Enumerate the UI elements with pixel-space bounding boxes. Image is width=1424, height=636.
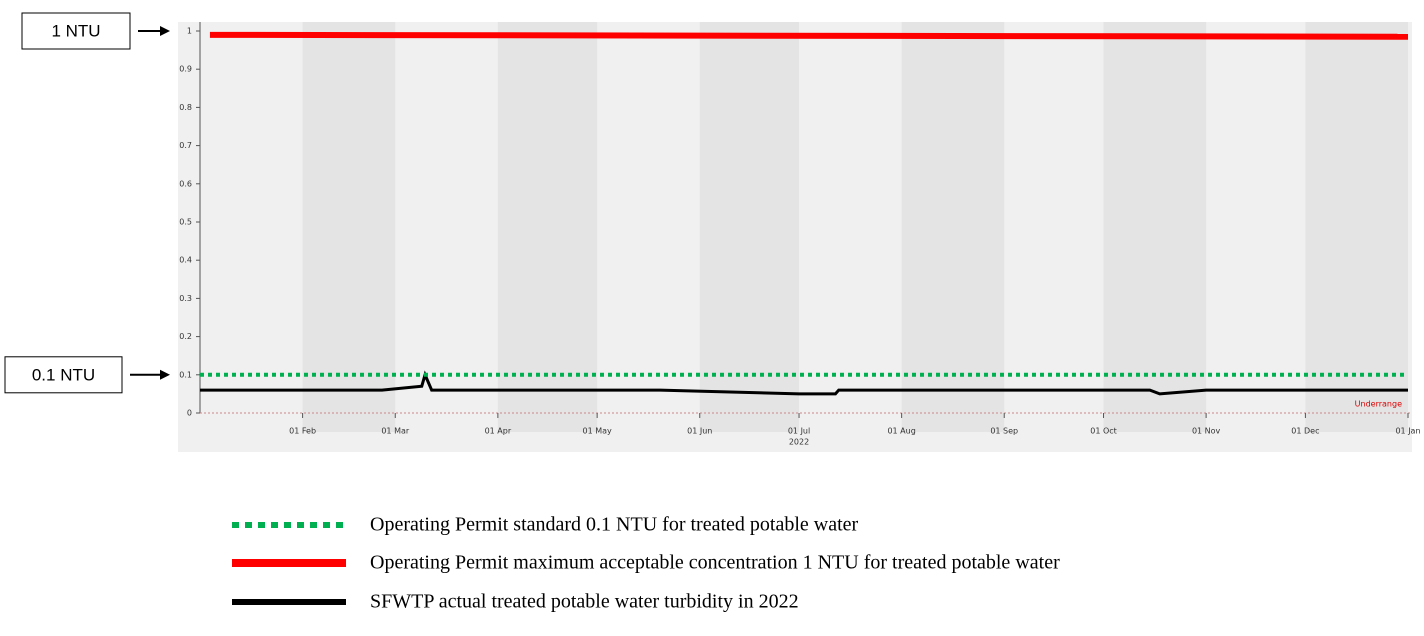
- annotation-text: 1 NTU: [51, 21, 100, 40]
- annotation-box: [4, 356, 123, 394]
- y-tick-label: 0.5: [179, 218, 192, 227]
- x-tick-label: 01 Jan: [1395, 427, 1420, 436]
- x-tick-label: 01 Oct: [1090, 427, 1117, 436]
- x-sublabel: 2022: [789, 438, 809, 447]
- y-tick-label: 0.3: [179, 294, 192, 303]
- y-tick-label: 0: [187, 409, 192, 418]
- arrow-head: [160, 26, 170, 36]
- arrow-head: [160, 369, 170, 380]
- month-bands: [302, 22, 1408, 432]
- underrange-label: Underrange: [1355, 400, 1402, 409]
- month-band: [699, 22, 800, 432]
- x-tick-label: 01 Feb: [289, 427, 316, 436]
- y-tick-label: 1: [187, 27, 192, 36]
- y-tick-label: 0.2: [179, 332, 192, 341]
- y-tick-label: 0.8: [179, 103, 192, 112]
- x-tick-label: 01 Jul: [788, 427, 810, 436]
- legend-label: Operating Permit standard 0.1 NTU for tr…: [370, 514, 859, 536]
- x-tick-label: 01 May: [583, 427, 613, 436]
- month-band: [302, 22, 396, 432]
- annotation-text: 0.1 NTU: [32, 365, 95, 384]
- month-band: [1305, 22, 1408, 432]
- legend-label: Operating Permit maximum acceptable conc…: [370, 552, 1060, 574]
- x-tick-label: 01 Apr: [485, 427, 512, 436]
- x-tick-label: 01 Dec: [1291, 427, 1319, 436]
- series-line: [209, 31, 1409, 40]
- x-tick-label: 01 Aug: [887, 427, 915, 436]
- month-band: [901, 22, 1005, 432]
- y-tick-label: 0.6: [179, 179, 192, 188]
- annotation-box: [21, 12, 131, 50]
- x-tick-label: 01 Jun: [687, 427, 712, 436]
- y-tick-label: 0.7: [179, 141, 192, 150]
- x-tick-label: 01 Mar: [381, 427, 410, 436]
- x-tick-label: 01 Nov: [1192, 427, 1221, 436]
- series-line: [200, 370, 1408, 396]
- month-band: [497, 22, 598, 432]
- y-tick-label: 0.1: [179, 370, 192, 379]
- x-tick-label: 01 Sep: [990, 427, 1018, 436]
- y-tick-label: 0.4: [179, 256, 192, 265]
- month-band: [1103, 22, 1207, 432]
- y-tick-label: 0.9: [179, 65, 192, 74]
- legend-label: SFWTP actual treated potable water turbi…: [370, 591, 799, 613]
